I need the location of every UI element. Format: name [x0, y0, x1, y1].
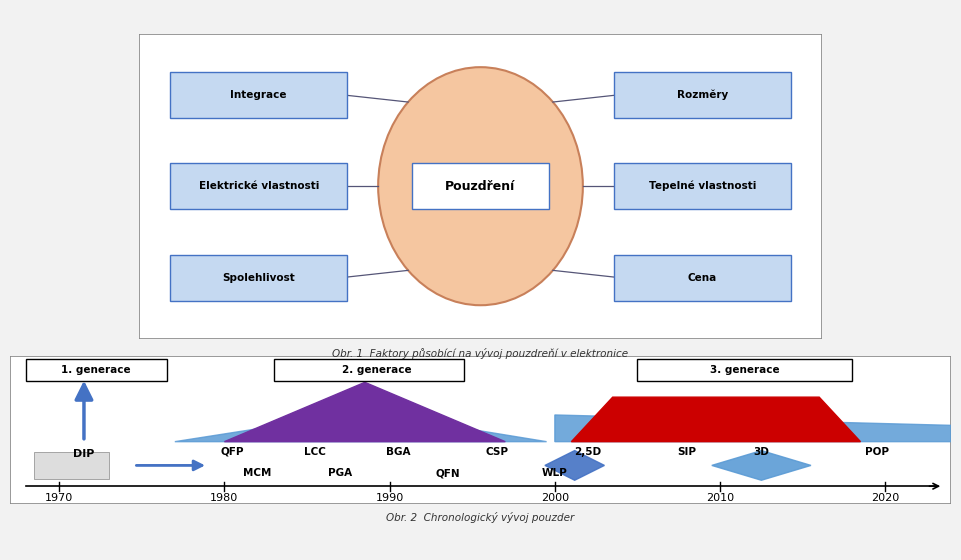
Text: 2,5D: 2,5D [575, 447, 602, 457]
Text: 3. generace: 3. generace [710, 365, 779, 375]
Text: Cena: Cena [688, 273, 717, 283]
Text: 3D: 3D [753, 447, 770, 457]
Text: Elektrické vlastnosti: Elektrické vlastnosti [199, 181, 319, 191]
FancyBboxPatch shape [274, 358, 464, 381]
FancyBboxPatch shape [613, 72, 791, 118]
Text: WLP: WLP [542, 468, 568, 478]
Text: LCC: LCC [305, 447, 326, 457]
Text: QFN: QFN [435, 468, 459, 478]
Ellipse shape [379, 67, 582, 305]
Text: Obr. 1  Faktory působící na vývoj pouzdreňí v elektronice: Obr. 1 Faktory působící na vývoj pouzdre… [333, 348, 628, 360]
Text: CSP: CSP [485, 447, 508, 457]
Polygon shape [554, 415, 951, 442]
Polygon shape [175, 412, 547, 442]
Text: Tepelné vlastnosti: Tepelné vlastnosti [649, 181, 756, 192]
FancyBboxPatch shape [613, 255, 791, 301]
Polygon shape [712, 451, 811, 480]
Text: PGA: PGA [328, 468, 352, 478]
Text: MCM: MCM [243, 468, 272, 478]
Polygon shape [225, 382, 505, 442]
Text: Obr. 2  Chronologický vývoj pouzder: Obr. 2 Chronologický vývoj pouzder [386, 512, 575, 524]
Text: POP: POP [865, 447, 889, 457]
Text: Spolehlivost: Spolehlivost [222, 273, 295, 283]
Text: 2. generace: 2. generace [341, 365, 411, 375]
FancyBboxPatch shape [139, 34, 822, 339]
Text: 2020: 2020 [872, 493, 899, 503]
Text: 1980: 1980 [210, 493, 238, 503]
Text: SIP: SIP [678, 447, 697, 457]
FancyBboxPatch shape [170, 255, 348, 301]
Text: DIP: DIP [73, 449, 94, 459]
FancyBboxPatch shape [637, 358, 852, 381]
FancyBboxPatch shape [170, 164, 348, 209]
FancyBboxPatch shape [170, 72, 348, 118]
FancyBboxPatch shape [412, 164, 549, 209]
FancyBboxPatch shape [613, 164, 791, 209]
Text: 1970: 1970 [45, 493, 73, 503]
Text: 1. generace: 1. generace [61, 365, 131, 375]
Polygon shape [572, 397, 860, 442]
Text: 2010: 2010 [706, 493, 734, 503]
Text: 2000: 2000 [541, 493, 569, 503]
FancyBboxPatch shape [26, 358, 167, 381]
Text: QFP: QFP [221, 447, 244, 457]
Text: BGA: BGA [385, 447, 410, 457]
FancyBboxPatch shape [35, 452, 109, 479]
Text: 1990: 1990 [376, 493, 404, 503]
Text: Rozměry: Rozměry [677, 90, 727, 100]
Text: Integrace: Integrace [231, 90, 287, 100]
Text: Pouzdření: Pouzdření [445, 180, 516, 193]
FancyBboxPatch shape [10, 356, 951, 504]
Polygon shape [545, 451, 604, 480]
